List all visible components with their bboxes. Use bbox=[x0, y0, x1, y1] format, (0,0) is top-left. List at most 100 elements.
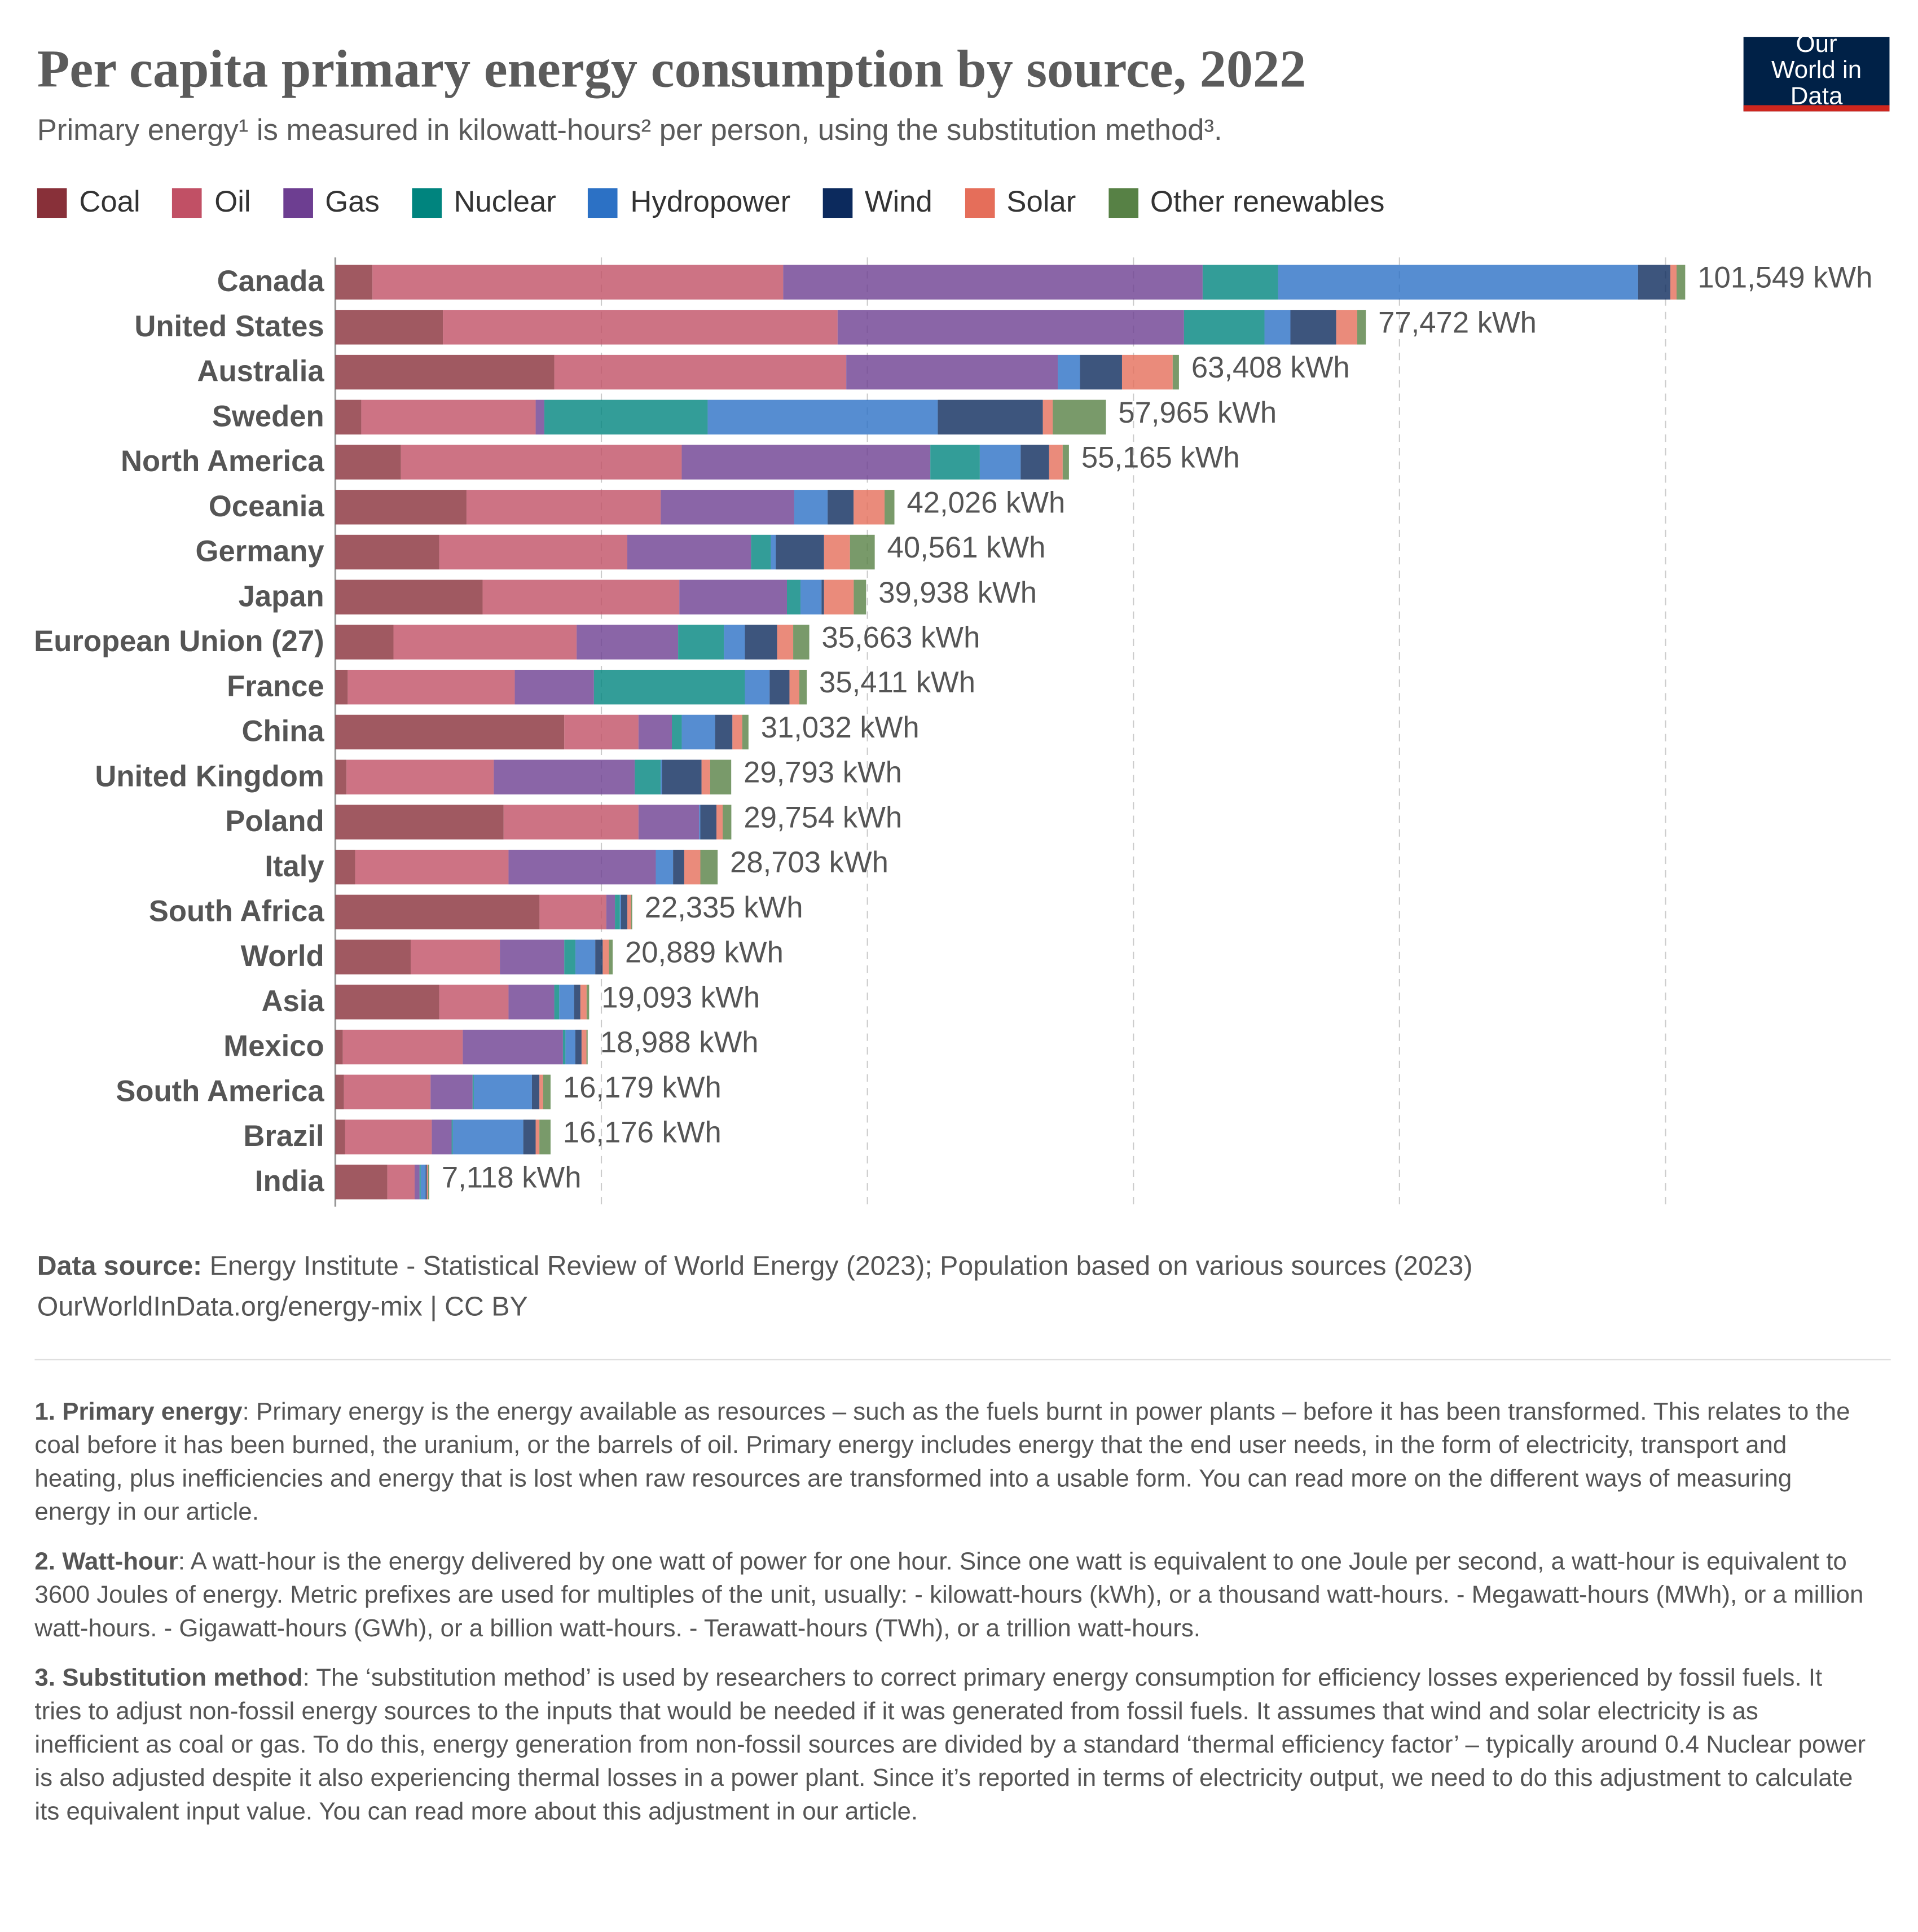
bar-segment bbox=[425, 1165, 427, 1200]
note: 2. Watt-hour: A watt-hour is the energy … bbox=[34, 1546, 1866, 1646]
category-label: South America bbox=[116, 1074, 324, 1108]
bar-segment bbox=[609, 939, 613, 974]
category-label: Brazil bbox=[243, 1119, 324, 1153]
legend-swatch bbox=[37, 188, 67, 218]
total-label: 63,408 kWh bbox=[1191, 351, 1350, 384]
bar-segment bbox=[799, 670, 807, 705]
total-label: 35,663 kWh bbox=[822, 621, 980, 655]
bar-segment bbox=[335, 939, 411, 974]
bar-segment bbox=[535, 1119, 540, 1154]
total-label: 29,754 kWh bbox=[744, 801, 902, 834]
legend-label: Wind bbox=[864, 186, 932, 219]
bar-segment bbox=[681, 714, 715, 750]
bar-segment bbox=[1042, 399, 1053, 435]
bar-segment bbox=[514, 670, 594, 705]
bar-segment bbox=[850, 534, 875, 570]
legend: Coal Oil Gas Nuclear Hydropower Wind Solar Othe… bbox=[37, 186, 1385, 220]
bar-segment bbox=[577, 625, 679, 660]
legend-label: Oil bbox=[214, 186, 251, 219]
bar-segment bbox=[361, 399, 536, 435]
url[interactable]: OurWorldInData.org/energy-mix | CC BY bbox=[37, 1290, 528, 1322]
bar-segment bbox=[335, 985, 439, 1020]
source-label: Data source: bbox=[37, 1250, 203, 1281]
bar-segment bbox=[482, 579, 680, 614]
category-label: South Africa bbox=[149, 894, 325, 928]
total-label: 22,335 kWh bbox=[645, 891, 803, 924]
bar-segment bbox=[724, 625, 745, 660]
bar-segment bbox=[1121, 354, 1173, 390]
bar-segment bbox=[335, 490, 467, 525]
legend-item: Other renewables bbox=[1108, 186, 1384, 220]
bar-segment bbox=[581, 1029, 587, 1065]
chart-subtitle: Primary energy¹ is measured in kilowatt-… bbox=[37, 113, 1222, 148]
category-label: United Kingdom bbox=[95, 759, 324, 793]
bar-segment bbox=[554, 985, 560, 1020]
bar-segment bbox=[1638, 265, 1670, 300]
bar-segment bbox=[1677, 265, 1686, 300]
bar-segment bbox=[335, 265, 373, 300]
bar-segment bbox=[443, 310, 838, 345]
category-label: Oceania bbox=[209, 490, 325, 523]
bar-segment bbox=[638, 714, 672, 750]
bar-segment bbox=[627, 534, 751, 570]
total-label: 39,938 kWh bbox=[878, 576, 1037, 609]
bar-segment bbox=[786, 579, 801, 614]
bar-segment bbox=[1264, 310, 1291, 345]
note: 1. Primary energy: Primary energy is the… bbox=[34, 1396, 1866, 1530]
bar-segment bbox=[673, 849, 684, 885]
bar-segment bbox=[661, 490, 794, 525]
bar-segment bbox=[335, 714, 565, 750]
legend-item: Nuclear bbox=[411, 186, 556, 220]
bar-segment bbox=[776, 534, 824, 570]
category-label: Asia bbox=[262, 985, 325, 1018]
bar-segment bbox=[500, 939, 565, 974]
bar-segment bbox=[828, 490, 854, 525]
bar-segment bbox=[586, 1029, 588, 1065]
bar-segment bbox=[439, 534, 628, 570]
bar-segment bbox=[586, 985, 590, 1020]
bar-segment bbox=[531, 1074, 540, 1110]
bar-segment bbox=[885, 490, 895, 525]
note-text: : Primary energy is the energy available… bbox=[34, 1398, 1850, 1526]
bar-segment bbox=[335, 805, 504, 840]
bar-segment bbox=[1172, 354, 1179, 390]
bar-segment bbox=[411, 939, 500, 974]
bar-segment bbox=[1062, 445, 1069, 480]
bar-segment bbox=[452, 1119, 524, 1154]
legend-label: Hydropower bbox=[630, 186, 791, 219]
legend-swatch bbox=[283, 188, 313, 218]
bar-segment bbox=[700, 849, 718, 885]
bar-segment bbox=[335, 1165, 388, 1200]
total-label: 55,165 kWh bbox=[1081, 441, 1240, 475]
legend-label: Solar bbox=[1006, 186, 1076, 219]
legend-swatch bbox=[411, 188, 442, 218]
bar-segment bbox=[335, 1029, 343, 1065]
legend-label: Nuclear bbox=[454, 186, 556, 219]
bar-segment bbox=[783, 265, 1203, 300]
logo[interactable]: Our World in Data bbox=[1743, 32, 1890, 112]
bar-segment bbox=[679, 579, 787, 614]
bar-segment bbox=[472, 1074, 474, 1110]
bar-segment bbox=[662, 759, 702, 794]
bar-segment bbox=[751, 534, 771, 570]
bar-segment bbox=[575, 1029, 582, 1065]
bar-segment bbox=[793, 625, 810, 660]
bar-segment bbox=[602, 939, 609, 974]
bar-segment bbox=[1290, 310, 1336, 345]
total-label: 57,965 kWh bbox=[1118, 396, 1277, 429]
bar-segment bbox=[539, 1119, 551, 1154]
bar-segment bbox=[463, 1029, 563, 1065]
total-label: 42,026 kWh bbox=[907, 486, 1065, 519]
note-term: 1. Primary energy bbox=[34, 1398, 243, 1426]
notes: 1. Primary energy: Primary energy is the… bbox=[34, 1396, 1866, 1845]
legend-swatch bbox=[964, 188, 995, 218]
bar-segment bbox=[661, 759, 662, 794]
note-text: : A watt-hour is the energy delivered by… bbox=[34, 1548, 1864, 1643]
category-label: World bbox=[241, 939, 324, 973]
legend-item: Oil bbox=[172, 186, 251, 220]
bar-segment bbox=[342, 1029, 463, 1065]
category-label: Australia bbox=[197, 355, 324, 388]
bar-segment bbox=[854, 579, 866, 614]
category-label: North America bbox=[121, 445, 324, 478]
bar-segment bbox=[723, 805, 732, 840]
